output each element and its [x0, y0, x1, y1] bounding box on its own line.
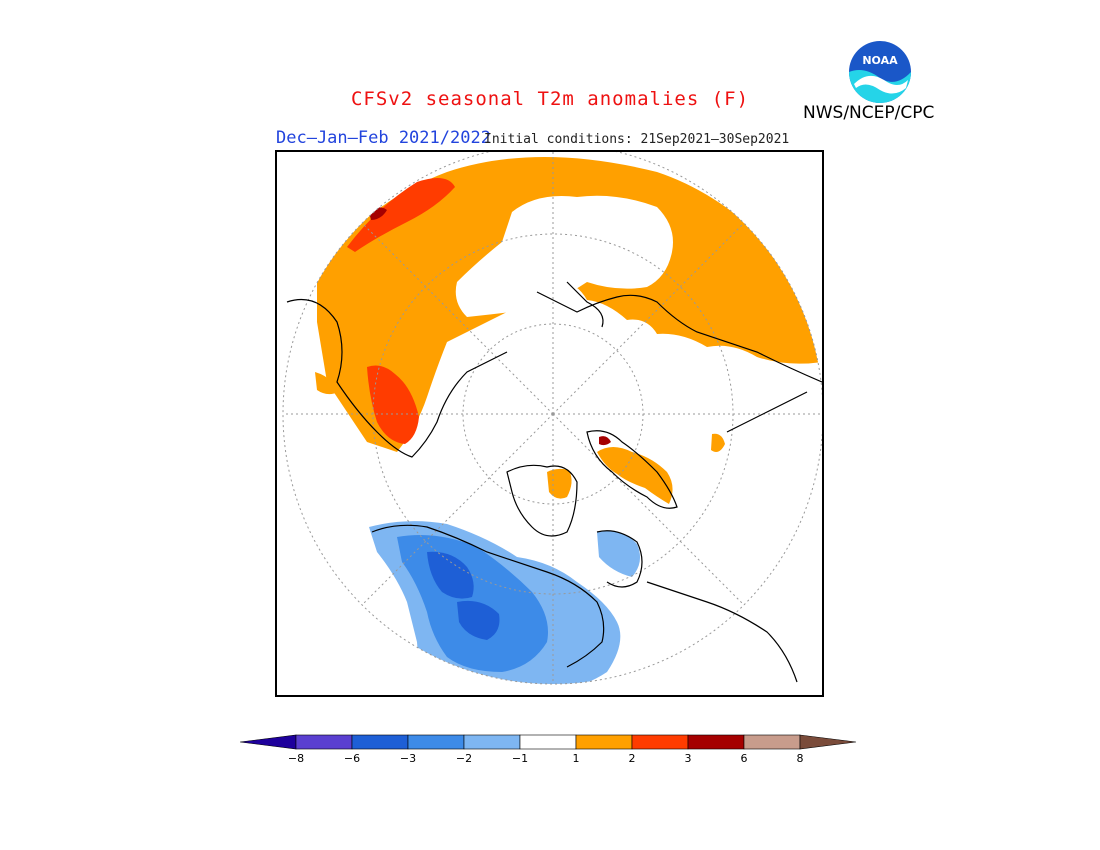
- map-canvas: [282, 152, 822, 685]
- colorbar-tick-label: 2: [629, 752, 636, 765]
- colorbar-tick-label: 1: [573, 752, 580, 765]
- colorbar-bin: [743, 734, 801, 750]
- cool-anomaly-region-strong: [427, 551, 474, 599]
- warm-anomaly-region-dark-spot-2: [599, 436, 611, 446]
- warm-anomaly-region-strong-west: [367, 365, 419, 444]
- warm-anomaly-region-strong-northwest: [347, 178, 455, 252]
- colorbar-bin: [351, 734, 409, 750]
- coastlines: [286, 281, 822, 683]
- colorbar-tick-label: −6: [344, 752, 360, 765]
- colorbar-bin: [631, 734, 689, 750]
- colorbar-tick-label: −3: [400, 752, 416, 765]
- colorbar-tick-label: −2: [456, 752, 472, 765]
- colorbar-bin: [575, 734, 633, 750]
- cool-anomaly-region-greenland: [597, 530, 641, 577]
- colorbar-bin: [295, 734, 353, 750]
- logo-text: NOAA: [862, 54, 898, 67]
- colorbar-bin: [407, 734, 465, 750]
- noaa-logo: NOAA: [849, 41, 911, 103]
- colorbar-tick-label: 6: [741, 752, 748, 765]
- longitude-gridlines: [283, 152, 822, 684]
- organization-label: NWS/NCEP/CPC: [803, 103, 935, 123]
- colorbar: −8 −6 −3 −2 −1 1 2 3 6 8: [240, 734, 857, 765]
- map-title: CFSv2 seasonal T2m anomalies (F): [0, 88, 1100, 110]
- colorbar-arrow-high: [799, 734, 857, 750]
- near-normal-region: [455, 195, 673, 317]
- colorbar-tick-label: 8: [797, 752, 804, 765]
- warm-anomaly-region-canada-east: [597, 447, 673, 504]
- initial-conditions-label: Initial conditions: 21Sep2021–30Sep2021: [484, 132, 790, 147]
- colorbar-bin: [463, 734, 521, 750]
- warm-anomaly-region-east-island: [711, 433, 725, 452]
- colorbar-tick-label: −8: [288, 752, 304, 765]
- title-text: CFSv2 seasonal T2m anomalies (F): [350, 88, 750, 110]
- colorbar-tick-label: −1: [512, 752, 528, 765]
- warm-anomaly-region-eurasia: [317, 157, 822, 452]
- polar-map: [275, 150, 824, 697]
- warm-anomaly-region-alaska-strip: [547, 468, 572, 499]
- warm-anomaly-region-west: [315, 372, 339, 395]
- colorbar-bin: [519, 734, 577, 750]
- colorbar-bin: [687, 734, 745, 750]
- colorbar-arrow-low: [240, 734, 297, 750]
- colorbar-tick-label: 3: [685, 752, 692, 765]
- season-subtitle: Dec–Jan–Feb 2021/2022: [276, 128, 491, 148]
- cool-anomaly-region-strong-2: [457, 600, 500, 640]
